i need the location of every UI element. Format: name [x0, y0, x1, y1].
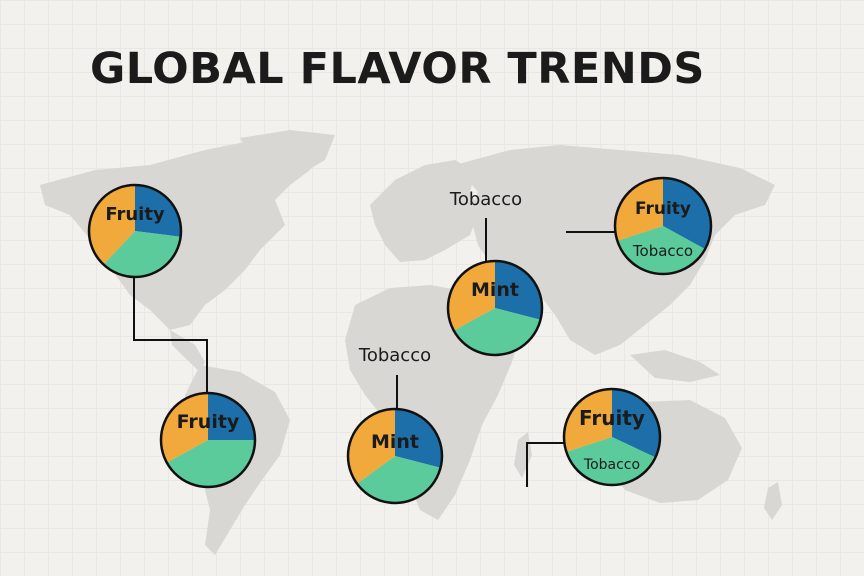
tobacco-note-europe: Tobacco [449, 189, 522, 210]
connector-lines [133, 218, 618, 487]
connector-oceania [526, 442, 568, 487]
pie-slice-orange [564, 389, 612, 452]
pie-slice-blue [208, 393, 255, 440]
map-europe [370, 160, 480, 262]
pie-label: Mint [471, 279, 519, 301]
pie-slice-orange [348, 409, 395, 484]
pie-outline [613, 176, 713, 276]
tobacco-note-africa: Tobacco [358, 345, 431, 366]
pie-outline [346, 407, 444, 505]
map-new-zealand [764, 482, 782, 520]
pie-slice-green [103, 231, 181, 277]
pie-north-america: Fruity [87, 183, 183, 279]
connector-na-sa [133, 275, 208, 400]
pie-africa: Mint [346, 407, 444, 505]
pie-label: Fruity [635, 199, 691, 219]
pie-slice-green [617, 226, 706, 275]
pie-slice-blue [395, 409, 442, 468]
pie-outline [159, 391, 257, 489]
pies-layer: Fruity Fruity Mint Mint Fruity Tobacco Fruity T… [87, 176, 713, 505]
map-southeast-asia [630, 350, 720, 382]
map-greenland [240, 130, 335, 175]
chart-title: GLOBAL FLAVOR TRENDS [90, 44, 705, 94]
pie-slice-green [453, 308, 541, 356]
pie-slice-green [356, 456, 441, 504]
pie-slice-blue [495, 261, 542, 320]
pie-europe: Mint [446, 259, 544, 357]
pie-slice-orange [615, 177, 663, 241]
pie-label: Mint [371, 431, 419, 453]
pie-slice-orange [88, 185, 135, 265]
pie-label: Fruity [177, 411, 240, 433]
pie-slice-blue [135, 185, 182, 237]
pie-sublabel: Tobacco [632, 242, 693, 260]
pie-outline [562, 387, 662, 487]
pie-south-america: Fruity [159, 391, 257, 489]
pie-outline [87, 183, 183, 279]
pie-oceania: Fruity Tobacco [562, 387, 662, 487]
pie-east-asia: Fruity Tobacco [613, 176, 713, 276]
pie-sublabel: Tobacco [583, 457, 640, 473]
pie-outline [446, 259, 544, 357]
pie-label: Fruity [105, 204, 165, 225]
pie-slice-green [566, 437, 656, 485]
pie-label: Fruity [579, 406, 645, 430]
map-madagascar [514, 432, 532, 478]
pie-slice-green [166, 440, 255, 487]
